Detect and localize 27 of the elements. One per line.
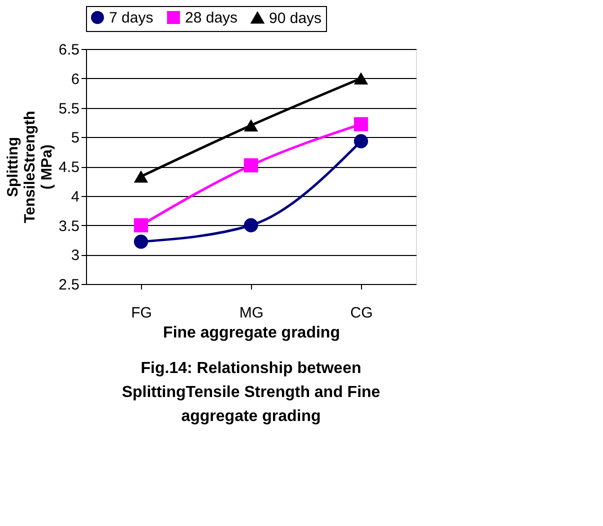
- y-tick-label: 4.5: [58, 159, 80, 176]
- point: [134, 170, 148, 183]
- point: [134, 234, 148, 249]
- x-tick-label: CG: [350, 304, 373, 322]
- point: [244, 218, 258, 232]
- y-tick-label: 5: [71, 130, 80, 147]
- point: [354, 134, 368, 148]
- point: [134, 218, 148, 232]
- point: [354, 117, 368, 132]
- y-tick-label: 5.5: [58, 100, 80, 118]
- text: Fig.14: Relationship between SplittingTensile Strength and Fine aggregate grading: [122, 360, 380, 425]
- x-axis-title: Fine aggregate grading: [163, 324, 340, 342]
- legend-label: 7 days: [109, 10, 154, 27]
- point: [354, 72, 368, 84]
- y-tick-label: 2.5: [58, 276, 80, 294]
- y-tick-label: 6.5: [58, 42, 80, 58]
- x-tick-label: FG: [131, 304, 152, 322]
- x-tick-label: MG: [239, 304, 264, 322]
- y-tick-label: 3: [71, 247, 80, 264]
- y-tick-label: 6: [71, 70, 80, 88]
- point: [244, 158, 258, 172]
- point: [244, 119, 258, 132]
- legend-label: 90 days: [269, 10, 322, 27]
- y-tick-label: 3.5: [58, 218, 80, 235]
- legend-label: 28 days: [185, 10, 238, 27]
- y-tick-label: 4: [71, 188, 80, 206]
- y-axis-title: Splitting TensileStrength ( MPa): [4, 110, 56, 224]
